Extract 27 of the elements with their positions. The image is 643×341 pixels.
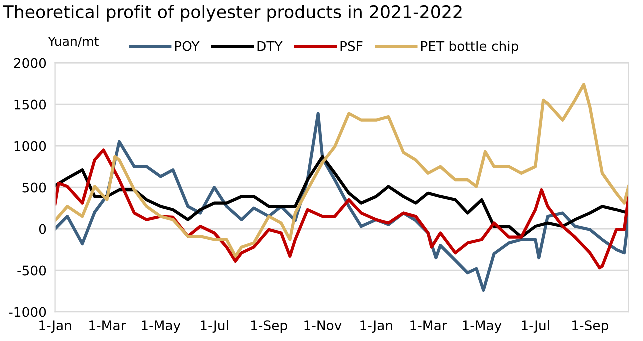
x-tick-label: 1-Jan <box>360 320 392 334</box>
chart-title: Theoretical profit of polyester products in 2021-2022 <box>3 5 462 22</box>
y-tick-label: 2000 <box>14 58 46 68</box>
legend-label: PSF <box>340 41 363 52</box>
x-tick-label: 1-Mar <box>410 320 448 331</box>
legend-label: PET bottle chip <box>421 41 518 54</box>
y-tick-label: -1000 <box>9 307 46 318</box>
x-tick-label: 1-Jul <box>522 320 550 334</box>
legend-label: DTY <box>258 41 283 52</box>
y-tick-label: 0 <box>39 224 46 234</box>
y-axis-title: Yuan/mt <box>48 36 99 48</box>
line-series <box>55 155 629 239</box>
line-series <box>55 148 629 270</box>
y-tick-label: 1000 <box>14 141 46 152</box>
x-tick-label: 1-Sep <box>252 320 288 334</box>
y-tick-label: 500 <box>22 182 46 193</box>
x-tick-label: 1-Jan <box>40 320 72 334</box>
y-tick-label: 1500 <box>14 100 46 110</box>
legend-label: POY <box>175 41 200 52</box>
x-tick-label: 1-Nov <box>304 320 342 331</box>
x-tick-label: 1-May <box>463 320 502 334</box>
x-tick-label: 1-May <box>142 320 181 334</box>
x-tick-label: 1-Mar <box>90 320 126 331</box>
x-tick-label: 1-Jul <box>201 320 228 334</box>
x-tick-label: 1-Sep <box>572 320 608 334</box>
y-tick-label: -500 <box>18 266 46 276</box>
line-series <box>55 83 629 258</box>
